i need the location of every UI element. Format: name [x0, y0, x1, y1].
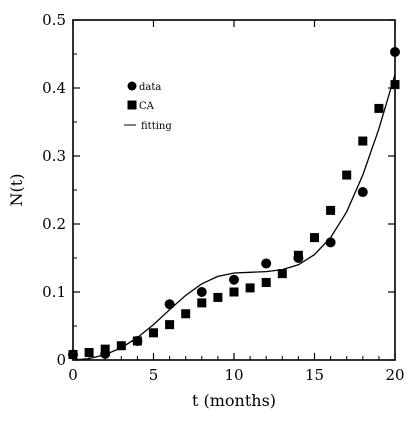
ca-point: [293, 250, 303, 260]
y-tick-label: 0.4: [42, 79, 66, 97]
ca-point: [342, 170, 352, 180]
data-point: [196, 287, 207, 297]
ca-point: [310, 233, 319, 243]
legend-label-ca: CA: [139, 101, 155, 112]
x-tick-label: 10: [224, 366, 243, 384]
plot-frame: [72, 19, 396, 361]
y-axis-label: N(t): [7, 174, 26, 207]
x-axis-label: t (months): [192, 391, 276, 410]
ca-point: [84, 348, 94, 358]
ca-point: [390, 80, 400, 90]
axis-tick-labels: 0 5 10 15 20 0 0.1 0.2 0.3 0.4 0.5: [42, 11, 404, 384]
ca-point: [277, 269, 287, 279]
ca-point: [213, 292, 223, 302]
x-tick-label: 5: [149, 366, 159, 384]
ca-point: [261, 277, 271, 287]
ca-point: [358, 136, 368, 146]
ca-point: [116, 341, 126, 351]
ca-point: [197, 298, 207, 308]
x-tick-label: 0: [68, 366, 78, 384]
ca-point: [245, 283, 255, 293]
legend-marker-ca: [127, 100, 137, 110]
ca-point: [165, 320, 175, 330]
x-tick-label: 15: [305, 366, 324, 384]
fitting-curve: [72, 74, 396, 361]
legend-label-fitting: fitting: [141, 121, 172, 132]
data-point: [164, 299, 175, 310]
legend: data CA fitting: [124, 81, 172, 132]
legend-marker-data: [127, 81, 137, 91]
ca-point: [149, 328, 158, 338]
data-marks: [68, 46, 400, 360]
y-tick-label: 0.1: [42, 283, 66, 301]
y-tick-label: 0.3: [42, 147, 66, 165]
axis-ticks: [72, 19, 396, 361]
data-point: [261, 258, 272, 269]
ca-point: [132, 336, 142, 346]
ca-point: [181, 309, 191, 319]
data-point: [357, 187, 368, 198]
y-tick-label: 0: [56, 351, 66, 369]
ca-point: [100, 344, 110, 354]
y-tick-label: 0.2: [42, 215, 66, 233]
x-tick-label: 20: [385, 366, 404, 384]
legend-label-data: data: [139, 82, 161, 93]
data-point: [390, 46, 400, 57]
ca-point: [68, 350, 78, 360]
ca-point: [229, 287, 239, 297]
data-point: [229, 274, 239, 285]
ca-point: [326, 205, 336, 215]
data-point: [325, 237, 336, 248]
ca-point: [374, 103, 384, 113]
y-tick-label: 0.5: [42, 11, 66, 29]
